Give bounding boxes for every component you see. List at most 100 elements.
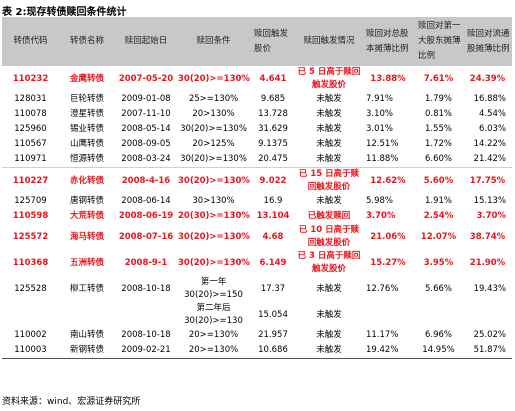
total-dilution: [362, 302, 414, 328]
header-start: 赎回起始日: [115, 17, 177, 66]
total-dilution: 11.17%: [366, 330, 399, 340]
trigger-status: 未触发: [316, 94, 342, 104]
table-row: 110368 五洲转债 2008-9-1 30(20)>=130% 6.149 …: [2, 250, 512, 276]
trigger-price: 4.641: [259, 73, 287, 84]
total-dilution: 12.76%: [366, 283, 399, 294]
redemption-condition: 30(20)>=130%: [178, 73, 250, 84]
float-dilution: 17.75%: [469, 175, 506, 186]
trigger-status: 未触发: [316, 283, 342, 294]
bond-name: 山鹰转债: [69, 139, 104, 149]
first-holder-dilution: 1.55%: [424, 124, 452, 134]
trigger-status: 未触发: [316, 124, 342, 134]
bond-name: [59, 302, 115, 328]
bond-name: 金鹰转债: [69, 73, 104, 84]
header-trigger-price: 赎回触发股价: [250, 17, 296, 66]
redemption-condition: 25>=130%: [188, 94, 239, 104]
table-row: 125528 柳工转债 2008-10-18 第一年 30(20)>=150 1…: [2, 276, 512, 302]
float-dilution: 51.87%: [463, 343, 512, 359]
bond-code: 110078: [14, 109, 47, 119]
redemption-condition: 20>130%: [192, 109, 235, 119]
table-row: 110232 金鹰转债 2007-05-20 30(20)>=130% 4.64…: [2, 66, 512, 92]
float-dilution: 16.88%: [473, 94, 506, 104]
bond-code: 128031: [14, 94, 47, 104]
trigger-status: 未触发: [316, 196, 342, 206]
first-holder-dilution: [414, 302, 463, 328]
table-row: 128031 巨轮转债 2009-01-08 25>=130% 9.685 未触…: [2, 92, 512, 107]
redemption-condition: 30(20)>=130%: [178, 231, 250, 242]
redemption-condition: 20(30)>=130%: [178, 211, 250, 221]
first-holder-dilution: 14.95%: [414, 343, 463, 359]
trigger-status: 未触发: [296, 152, 362, 168]
table-row: 125572 海马转债 2008-07-16 30(20)>=130% 4.68…: [2, 224, 512, 250]
trigger-price: 16.9: [263, 196, 283, 206]
bond-code: 110567: [14, 139, 47, 149]
trigger-status: 已 5 日高于赎回触发股价: [297, 67, 361, 90]
float-dilution: 6.03%: [478, 124, 506, 134]
trigger-price: 20.475: [250, 152, 296, 168]
float-dilution: 19.43%: [473, 283, 506, 294]
bond-name: 巨轮转债: [69, 94, 104, 104]
redemption-condition: 30>130%: [192, 196, 235, 206]
bond-code: 125528: [14, 283, 47, 294]
redemption-start: 2008-10-18: [121, 283, 171, 294]
redemption-start: 2008-07-16: [118, 231, 174, 242]
float-dilution: 24.39%: [469, 73, 506, 84]
bond-code: 110971: [2, 152, 59, 168]
convertible-bond-table: 转债代码 转债名称 赎回起始日 赎回条件 赎回触发股价 赎回触发情况 赎回对总股…: [2, 17, 512, 359]
table-row: 125960 锡业转债 2008-05-14 30(20)>=130% 31.6…: [2, 122, 512, 137]
trigger-price: 21.957: [258, 330, 288, 340]
total-dilution: 3.01%: [366, 124, 394, 134]
bond-name: 五洲转债: [69, 257, 104, 268]
first-holder-dilution: 1.91%: [424, 196, 452, 206]
redemption-condition: 30(20)>=130%: [180, 124, 247, 134]
float-dilution: [463, 302, 512, 328]
redemption-start: 2008-06-19: [118, 211, 174, 221]
trigger-price: 9.685: [260, 94, 286, 104]
first-holder-dilution: 1.79%: [424, 94, 452, 104]
first-holder-dilution: 0.81%: [424, 109, 452, 119]
trigger-price: 9.022: [259, 175, 287, 186]
trigger-status: 未触发: [316, 109, 342, 119]
source-note: 资料来源：wind、宏源证券研究所: [2, 397, 141, 407]
bond-code: 110598: [12, 211, 49, 221]
redemption-start: 2008-05-14: [121, 124, 171, 134]
float-dilution: 25.02%: [473, 330, 506, 340]
bond-name: 锡业转债: [69, 124, 104, 134]
total-dilution: 12.51%: [366, 139, 399, 149]
first-holder-dilution: 7.61%: [423, 73, 454, 84]
header-code: 转债代码: [2, 17, 59, 66]
redemption-condition: 20>=130%: [188, 330, 239, 340]
header-float-dilution: 赎回对流通股摊薄比例: [463, 17, 512, 66]
header-trigger-status: 赎回触发情况: [296, 17, 362, 66]
table-row: 110078 澄星转债 2007-11-10 20>130% 13.728 未触…: [2, 107, 512, 122]
redemption-start: 2008-03-24: [115, 152, 177, 168]
bond-code: 110227: [12, 175, 49, 186]
first-holder-dilution: 12.07%: [420, 231, 457, 242]
total-dilution: 12.62%: [370, 175, 406, 186]
total-dilution: 19.42%: [362, 343, 414, 359]
redemption-condition: 20>125%: [192, 139, 235, 149]
table-row: 110567 山鹰转债 2008-09-05 20>125% 9.1375 未触…: [2, 137, 512, 152]
trigger-status: 已 3 日高于赎回触发股价: [297, 251, 361, 274]
redemption-start: 2007-05-20: [118, 73, 174, 84]
redemption-start: 2009-02-21: [115, 343, 177, 359]
table-row: 110971 恒源转债 2008-03-24 30(20)>=130% 20.4…: [2, 152, 512, 168]
redemption-start: 2007-11-10: [121, 109, 171, 119]
trigger-status: 已 15 日高于赎回触发股价: [298, 169, 360, 192]
redemption-start: 2008-9-1: [124, 257, 168, 268]
bond-code: 110003: [2, 343, 59, 359]
bond-name: 赤化转债: [69, 175, 104, 186]
redemption-start: 2008-4-16: [121, 175, 171, 186]
redemption-start: [115, 302, 177, 328]
redemption-condition: 30(20)>=130%: [177, 152, 250, 168]
bond-code: [2, 302, 59, 328]
float-dilution: 21.90%: [469, 257, 506, 268]
bond-code: 110232: [12, 73, 49, 84]
bond-code: 125960: [14, 124, 47, 134]
header-row: 转债代码 转债名称 赎回起始日 赎回条件 赎回触发股价 赎回触发情况 赎回对总股…: [2, 17, 512, 66]
bond-name: 大荒转债: [69, 211, 104, 221]
first-holder-dilution: 5.60%: [423, 175, 454, 186]
trigger-price: 9.1375: [258, 139, 288, 149]
float-dilution: 38.74%: [469, 231, 506, 242]
float-dilution: 14.22%: [473, 139, 506, 149]
